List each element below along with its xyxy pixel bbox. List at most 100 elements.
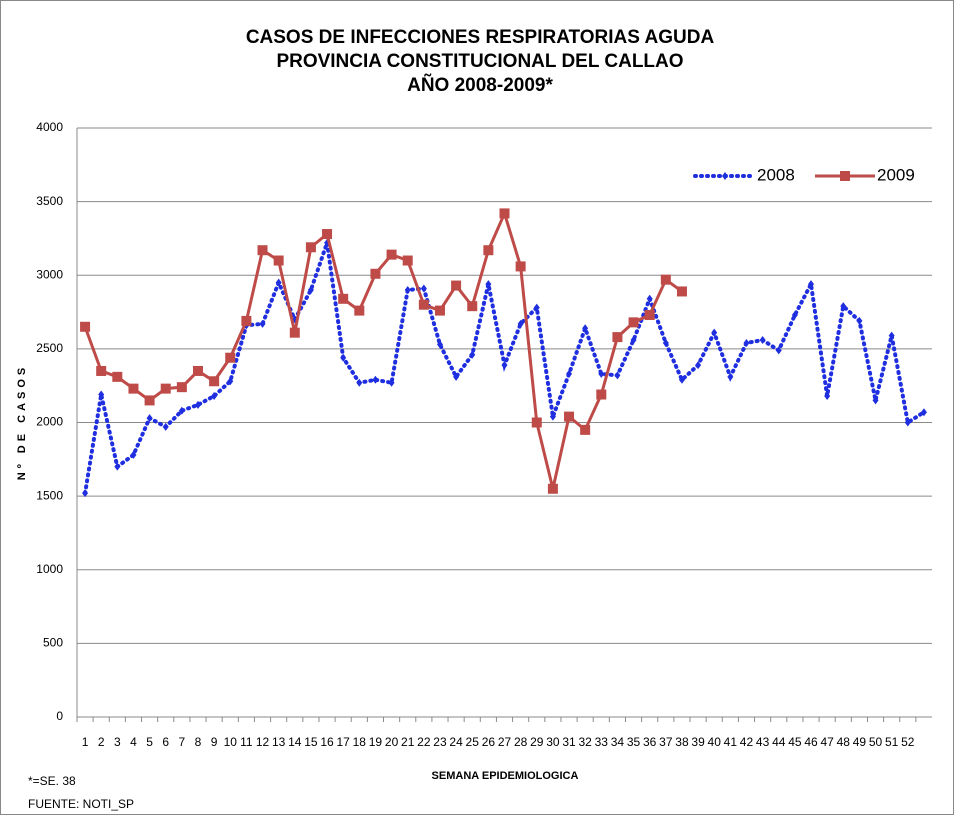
footnote: *=SE. 38 bbox=[28, 774, 76, 788]
data-point bbox=[178, 406, 185, 415]
data-point bbox=[646, 294, 653, 303]
data-point bbox=[644, 310, 655, 321]
data-point bbox=[160, 383, 171, 394]
data-point bbox=[469, 350, 476, 359]
x-tick-label: 23 bbox=[433, 735, 447, 749]
data-point bbox=[194, 400, 201, 409]
x-tick-label: 15 bbox=[304, 735, 318, 749]
x-tick-label: 6 bbox=[162, 735, 169, 749]
x-tick-label: 40 bbox=[708, 735, 722, 749]
x-tick-label: 22 bbox=[417, 735, 431, 749]
x-tick-label: 26 bbox=[482, 735, 496, 749]
y-tick-label: 3500 bbox=[36, 194, 63, 208]
data-point bbox=[515, 261, 526, 272]
x-tick-label: 45 bbox=[788, 735, 802, 749]
data-point bbox=[404, 285, 411, 294]
y-tick-label: 4000 bbox=[36, 120, 63, 134]
data-point bbox=[840, 302, 847, 311]
y-tick-label: 1000 bbox=[36, 562, 63, 576]
x-tick-label: 11 bbox=[240, 735, 253, 749]
data-point bbox=[451, 280, 462, 291]
data-point bbox=[241, 315, 252, 326]
data-point bbox=[82, 489, 89, 498]
data-point bbox=[743, 338, 750, 347]
data-point bbox=[628, 317, 639, 328]
data-point bbox=[80, 321, 91, 332]
data-point bbox=[566, 369, 573, 378]
data-point bbox=[564, 411, 575, 422]
x-tick-label: 34 bbox=[611, 735, 625, 749]
data-point bbox=[676, 286, 687, 297]
data-point bbox=[307, 285, 314, 294]
x-tick-label: 16 bbox=[320, 735, 334, 749]
data-point bbox=[547, 483, 558, 494]
x-tick-label: 31 bbox=[562, 735, 576, 749]
data-point bbox=[695, 361, 702, 370]
x-tick-label: 14 bbox=[288, 735, 302, 749]
data-point bbox=[612, 332, 623, 343]
data-point bbox=[192, 365, 203, 376]
footnote: FUENTE: NOTI_SP bbox=[28, 797, 134, 811]
x-tick-label: 29 bbox=[530, 735, 544, 749]
data-point bbox=[289, 327, 300, 338]
data-point bbox=[499, 208, 510, 219]
data-point bbox=[483, 245, 494, 256]
x-tick-label: 30 bbox=[546, 735, 560, 749]
data-point bbox=[808, 280, 815, 289]
x-tick-label: 12 bbox=[256, 735, 270, 749]
x-tick-label: 39 bbox=[691, 735, 705, 749]
chart-title: CASOS DE INFECCIONES RESPIRATORIAS AGUDA bbox=[246, 27, 715, 48]
x-tick-label: 32 bbox=[578, 735, 592, 749]
data-point bbox=[130, 450, 137, 459]
data-point bbox=[322, 229, 333, 240]
data-point bbox=[904, 418, 911, 427]
y-tick-label: 1500 bbox=[36, 488, 63, 502]
data-point bbox=[531, 417, 542, 428]
data-point bbox=[162, 422, 169, 431]
data-point bbox=[517, 319, 524, 328]
data-point bbox=[824, 391, 831, 400]
x-tick-label: 10 bbox=[224, 735, 238, 749]
data-point bbox=[259, 319, 266, 328]
data-point bbox=[211, 391, 218, 400]
x-tick-label: 41 bbox=[724, 735, 738, 749]
data-point bbox=[402, 255, 413, 266]
x-tick-label: 47 bbox=[820, 735, 834, 749]
data-point bbox=[114, 462, 121, 471]
data-point bbox=[662, 338, 669, 347]
data-point bbox=[275, 278, 282, 287]
x-tick-label: 19 bbox=[369, 735, 383, 749]
x-axis-label: SEMANA EPIDEMIOLOGICA bbox=[432, 770, 579, 782]
data-point bbox=[227, 377, 234, 386]
x-tick-label: 28 bbox=[514, 735, 528, 749]
y-tick-label: 500 bbox=[43, 636, 63, 650]
data-point bbox=[614, 371, 621, 380]
data-point bbox=[386, 249, 397, 260]
data-point bbox=[96, 365, 107, 376]
data-point bbox=[791, 311, 798, 320]
data-point bbox=[128, 383, 139, 394]
x-tick-label: 33 bbox=[595, 735, 609, 749]
data-point bbox=[582, 324, 589, 333]
x-tick-label: 42 bbox=[740, 735, 754, 749]
data-point bbox=[370, 268, 381, 279]
chart-title: PROVINCIA CONSTITUCIONAL DEL CALLAO bbox=[276, 51, 683, 72]
data-point bbox=[146, 414, 153, 423]
x-tick-label: 7 bbox=[179, 735, 186, 749]
data-point bbox=[225, 352, 236, 363]
data-point bbox=[920, 408, 927, 417]
legend-label: 2008 bbox=[757, 165, 795, 184]
data-point bbox=[434, 305, 445, 316]
data-point bbox=[856, 316, 863, 325]
x-tick-label: 27 bbox=[498, 735, 512, 749]
data-point bbox=[257, 245, 268, 256]
x-tick-label: 51 bbox=[885, 735, 899, 749]
data-point bbox=[596, 389, 607, 400]
x-tick-label: 21 bbox=[401, 735, 415, 749]
data-point bbox=[354, 305, 365, 316]
data-point bbox=[598, 369, 605, 378]
data-point bbox=[388, 378, 395, 387]
data-point bbox=[112, 371, 123, 382]
data-point bbox=[418, 299, 429, 310]
